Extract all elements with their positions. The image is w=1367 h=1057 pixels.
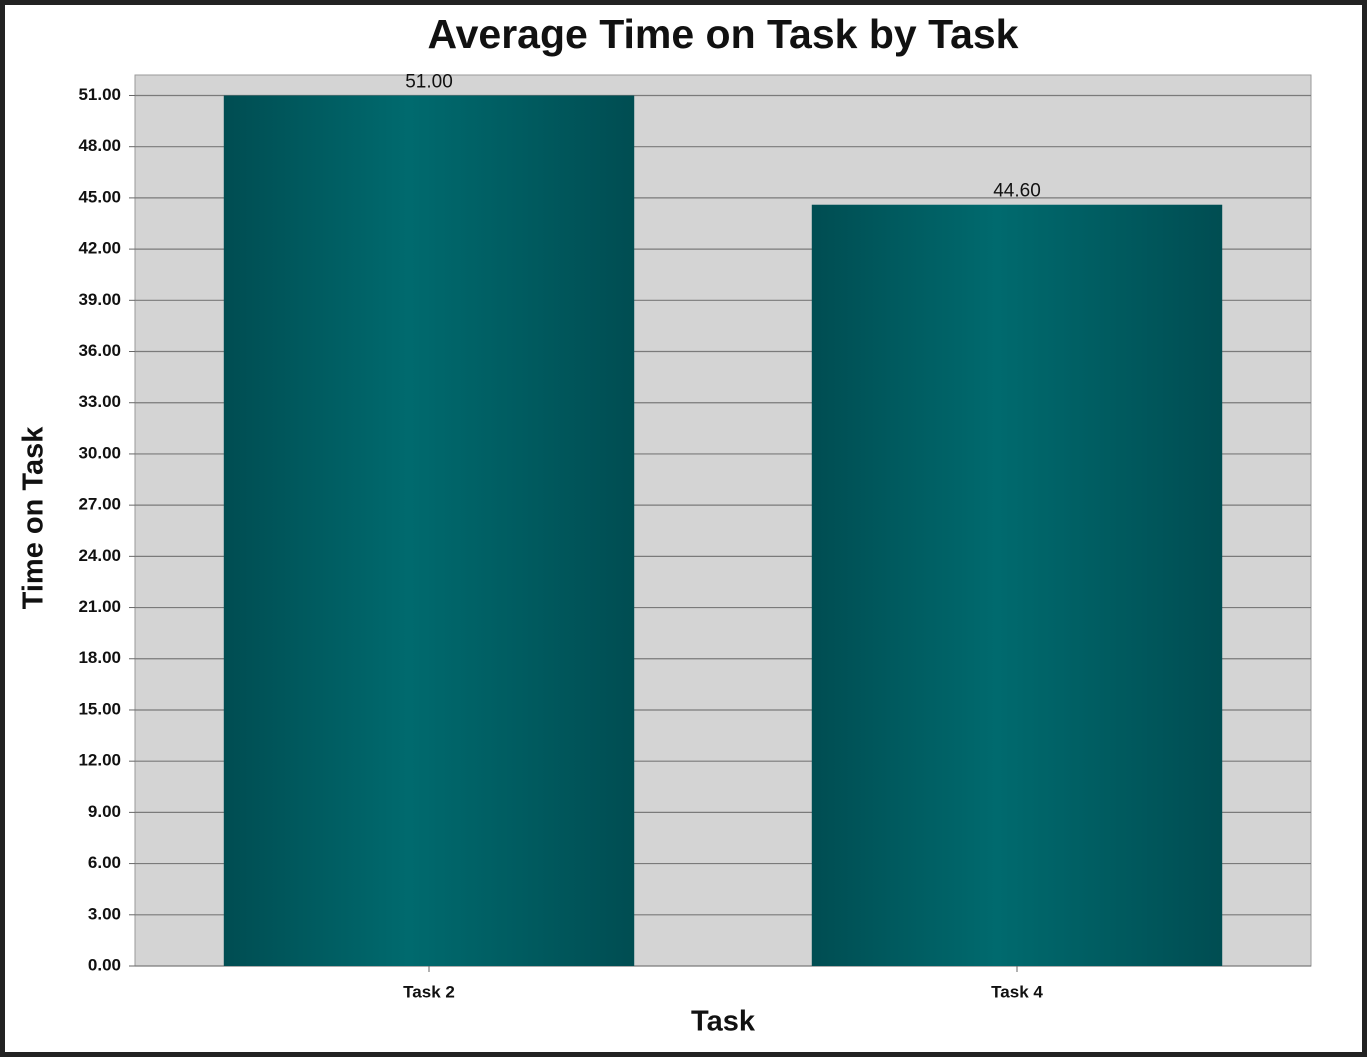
y-tick-label: 42.00 — [78, 239, 121, 258]
y-tick-label: 6.00 — [88, 853, 121, 872]
y-tick-label: 27.00 — [78, 495, 121, 514]
y-tick-label: 24.00 — [78, 546, 121, 565]
y-tick-label: 9.00 — [88, 802, 121, 821]
y-tick-label: 18.00 — [78, 648, 121, 667]
y-tick-label: 12.00 — [78, 751, 121, 770]
data-label: 44.60 — [993, 181, 1041, 202]
y-tick-label: 45.00 — [78, 187, 121, 206]
bar — [223, 95, 635, 966]
y-tick-label: 33.00 — [78, 392, 121, 411]
y-tick-label: 48.00 — [78, 136, 121, 155]
x-tick-label: Task 2 — [403, 982, 455, 1001]
y-tick-label: 15.00 — [78, 699, 121, 718]
x-tick-label: Task 4 — [991, 982, 1043, 1001]
data-label: 51.00 — [405, 71, 453, 92]
y-tick-label: 51.00 — [78, 85, 121, 104]
bar — [811, 204, 1223, 967]
y-tick-label: 0.00 — [88, 955, 121, 974]
y-tick-label: 30.00 — [78, 443, 121, 462]
y-tick-label: 3.00 — [88, 904, 121, 923]
y-axis-label: Time on Task — [18, 426, 50, 610]
x-axis-label: Task — [691, 1006, 756, 1038]
y-tick-label: 36.00 — [78, 341, 121, 360]
y-tick-label: 21.00 — [78, 597, 121, 616]
chart-title: Average Time on Task by Task — [428, 11, 1019, 57]
y-tick-label: 39.00 — [78, 290, 121, 309]
